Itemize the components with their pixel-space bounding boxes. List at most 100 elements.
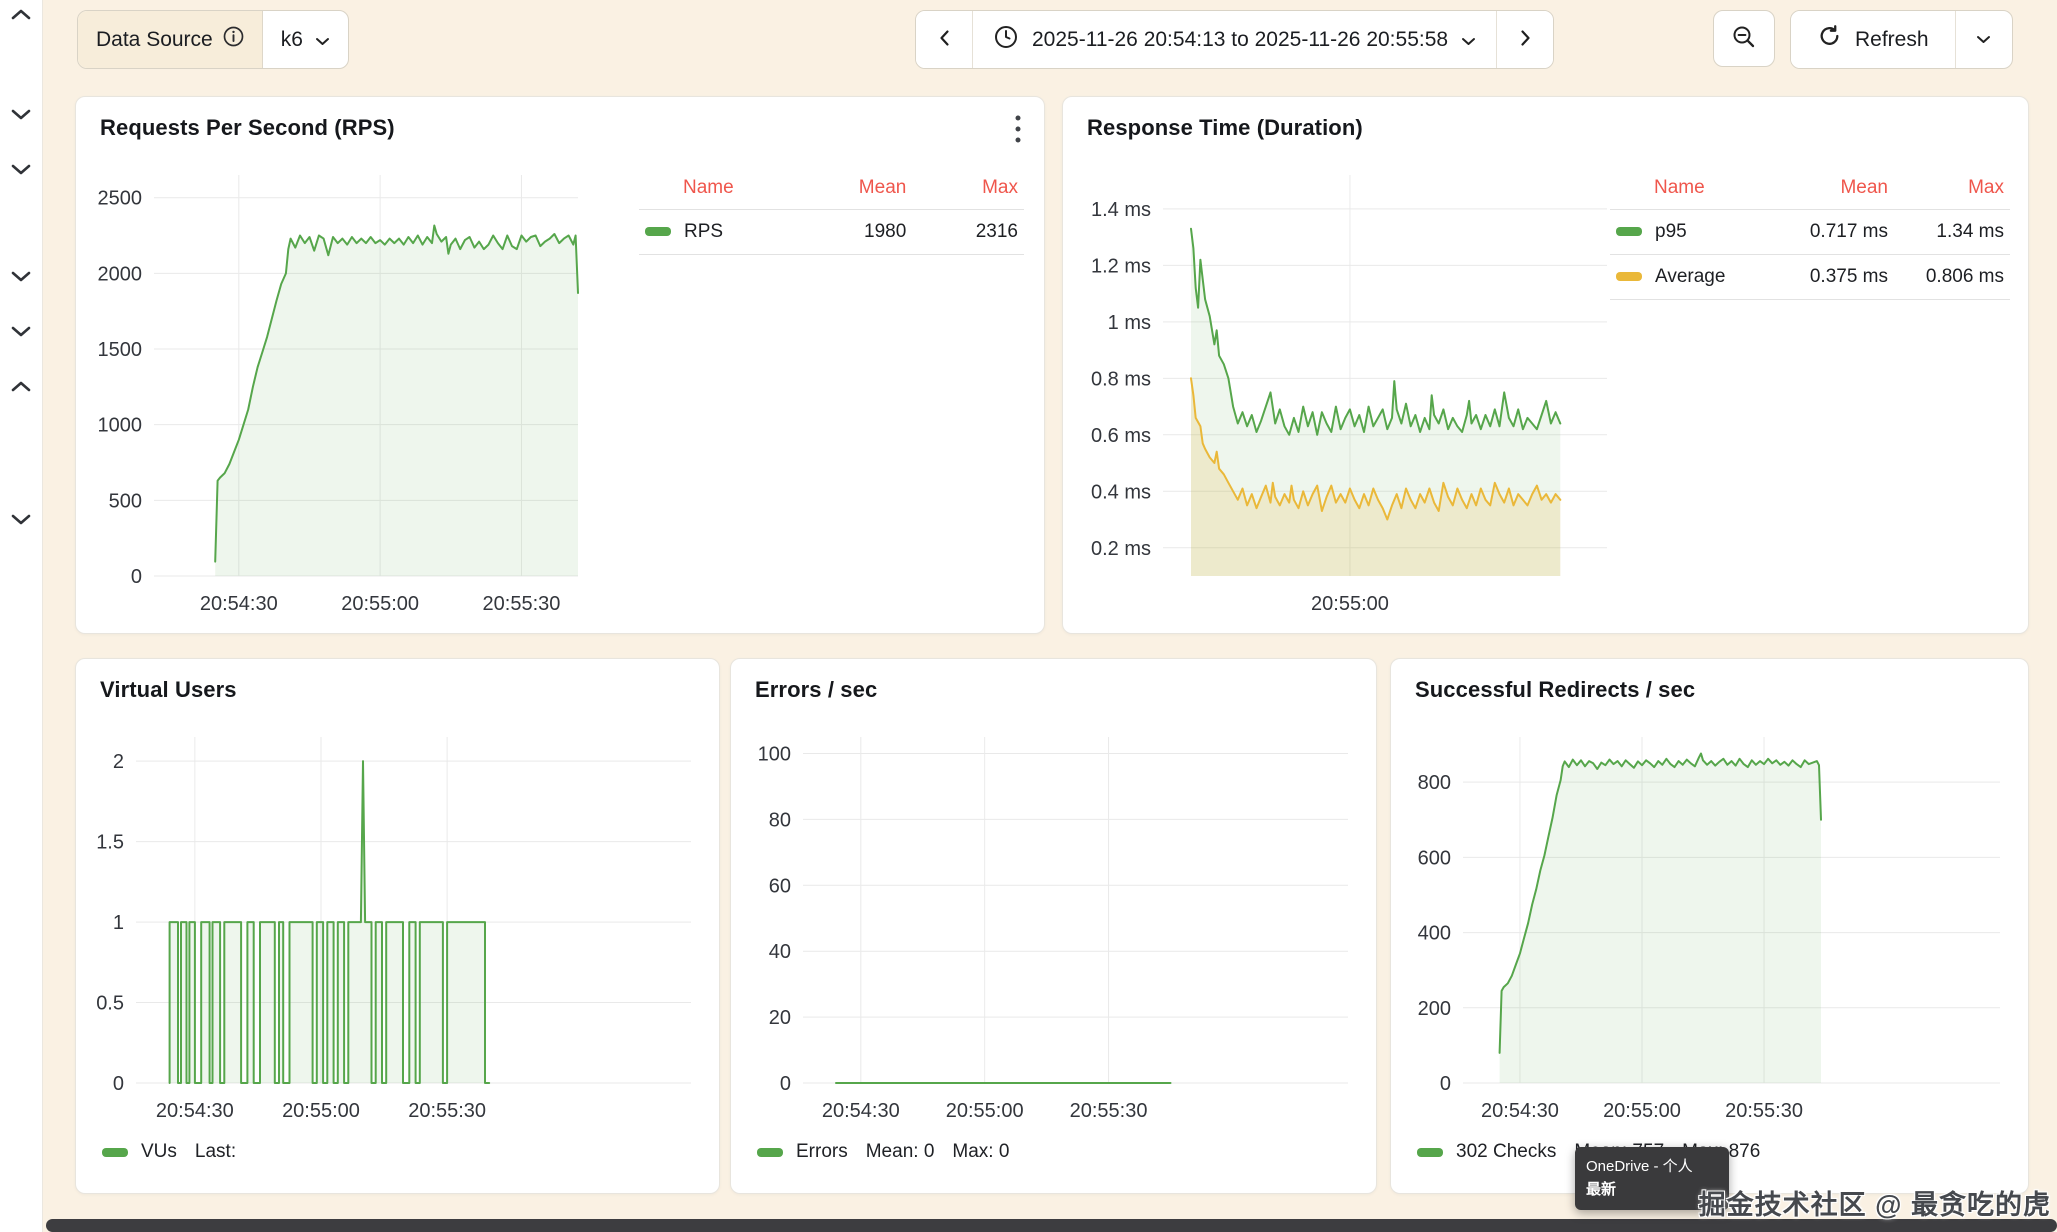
legend-header-max[interactable]: Max <box>982 177 1018 198</box>
time-shift-back-button[interactable] <box>916 11 973 68</box>
time-shift-forward-button[interactable] <box>1496 11 1554 68</box>
response-time-chart[interactable]: 0.2 ms 0.4 ms 0.6 ms 0.8 ms 1 ms 1.2 ms 1.4 ms… <box>1077 167 1617 622</box>
legend-header-mean[interactable]: Mean <box>1840 177 1888 198</box>
onedrive-tooltip-line1: OneDrive - 个人 <box>1586 1158 1693 1175</box>
legend-header-max[interactable]: Max <box>1968 177 2004 198</box>
svg-text:0.8 ms: 0.8 ms <box>1091 368 1151 390</box>
svg-text:100: 100 <box>758 743 791 765</box>
virtual-users-legend: VUs Last: <box>102 1141 236 1163</box>
legend-series-name[interactable]: VUs <box>141 1141 177 1162</box>
svg-text:0.5: 0.5 <box>96 993 124 1015</box>
onedrive-tooltip-line2: 最新 <box>1586 1181 1617 1199</box>
chevron-down-icon[interactable] <box>10 163 32 176</box>
datasource-label-segment: Data Source <box>78 11 263 68</box>
series-color-dash-icon <box>645 227 671 237</box>
magnifier-minus-icon <box>1731 24 1757 53</box>
rps-chart[interactable]: 0 500 1000 1500 2000 2500 20:54:30 20:55:00 20:5… <box>90 167 590 622</box>
legend-stat: Max: 0 <box>952 1141 1010 1162</box>
panel-title: Successful Redirects / sec <box>1415 677 1696 702</box>
datasource-value: k6 <box>280 27 303 51</box>
chevron-up-icon[interactable] <box>10 8 32 21</box>
svg-text:1: 1 <box>113 912 124 934</box>
panel-title: Errors / sec <box>755 677 878 702</box>
successful-redirects-chart[interactable]: 0 200 400 600 800 20:54:30 20:55:00 20:55:30 <box>1405 729 2014 1129</box>
refresh-interval-dropdown[interactable] <box>1954 11 2012 68</box>
legend-header-mean[interactable]: Mean <box>858 177 907 198</box>
chevron-right-icon <box>1520 29 1531 50</box>
response-time-legend-table: Name Mean Max p95 0.717 ms 1.34 ms Average 0.37… <box>1610 171 2010 300</box>
svg-text:20:55:00: 20:55:00 <box>946 1100 1024 1122</box>
chevron-down-icon[interactable] <box>10 325 32 338</box>
legend-header-name[interactable]: Name <box>683 177 734 198</box>
refresh-label: Refresh <box>1855 27 1929 51</box>
legend-stat: Mean: 0 <box>865 1141 935 1162</box>
panel-successful-redirects: Successful Redirects / sec 0 200 400 600 800… <box>1390 658 2029 1194</box>
svg-text:0: 0 <box>1440 1073 1451 1095</box>
series-color-dash-icon <box>757 1147 783 1157</box>
chart-canvas: 0.2 ms 0.4 ms 0.6 ms 0.8 ms 1 ms 1.2 ms 1.4 ms… <box>1091 175 1607 615</box>
legend-value: 1980 <box>800 209 913 255</box>
svg-text:2000: 2000 <box>98 263 143 285</box>
legend-stat: Last: <box>194 1141 237 1162</box>
info-icon[interactable] <box>223 26 244 53</box>
chevron-down-icon[interactable] <box>10 108 32 121</box>
svg-text:20:55:00: 20:55:00 <box>282 1100 360 1122</box>
legend-header-name[interactable]: Name <box>1654 177 1705 198</box>
svg-text:1.2 ms: 1.2 ms <box>1091 255 1151 277</box>
chevron-left-icon <box>939 29 950 50</box>
time-range-picker[interactable]: 2025-11-26 20:54:13 to 2025-11-26 20:55:… <box>973 11 1496 68</box>
virtual-users-chart[interactable]: 0 0.5 1 1.5 2 20:54:30 20:55:00 20:55:30 <box>90 729 705 1129</box>
datasource-control[interactable]: Data Source k6 <box>77 10 349 69</box>
svg-text:20:55:00: 20:55:00 <box>1311 593 1389 615</box>
chart-canvas: 0 0.5 1 1.5 2 20:54:30 20:55:00 20:55:30 <box>96 737 691 1122</box>
legend-series-name[interactable]: Errors <box>796 1141 848 1162</box>
legend-row-average[interactable]: Average 0.375 ms 0.806 ms <box>1610 254 2010 300</box>
zoom-out-button[interactable] <box>1713 10 1775 67</box>
svg-text:0: 0 <box>780 1073 791 1095</box>
svg-text:500: 500 <box>109 490 142 512</box>
chevron-down-icon[interactable] <box>10 513 32 526</box>
svg-text:0.2 ms: 0.2 ms <box>1091 538 1151 560</box>
svg-text:1500: 1500 <box>98 339 143 361</box>
horizontal-scrollbar[interactable] <box>46 1219 2057 1232</box>
left-sidebar <box>0 0 43 1232</box>
legend-row-rps[interactable]: RPS 1980 2316 <box>639 209 1024 255</box>
series-color-dash-icon <box>1417 1147 1443 1157</box>
legend-value: 2316 <box>912 209 1024 255</box>
chart-canvas: 0 500 1000 1500 2000 2500 20:54:30 20:55:00 20:5… <box>98 175 579 615</box>
chevron-down-icon <box>1976 31 1991 49</box>
legend-row-p95[interactable]: p95 0.717 ms 1.34 ms <box>1610 209 2010 255</box>
refresh-button[interactable]: Refresh <box>1791 11 1955 68</box>
svg-text:60: 60 <box>769 875 791 897</box>
svg-text:20:55:30: 20:55:30 <box>408 1100 486 1122</box>
panel-title: Virtual Users <box>100 677 237 702</box>
svg-text:20: 20 <box>769 1007 791 1029</box>
chevron-down-icon <box>1461 28 1476 52</box>
svg-text:20:55:00: 20:55:00 <box>341 593 419 615</box>
panel-rps: Requests Per Second (RPS) 0 500 1000 1500 20… <box>75 96 1045 634</box>
svg-text:20:54:30: 20:54:30 <box>1481 1100 1559 1122</box>
svg-text:1.4 ms: 1.4 ms <box>1091 199 1151 221</box>
legend-value: 0.717 ms <box>1778 209 1894 255</box>
errors-chart[interactable]: 0 20 40 60 80 100 20:54:30 20:55:00 20:55:30 <box>745 729 1362 1129</box>
legend-value: 1.34 ms <box>1894 209 2010 255</box>
svg-text:800: 800 <box>1418 772 1451 794</box>
onedrive-tooltip: OneDrive - 个人 最新 <box>1575 1147 1729 1210</box>
chart-canvas: 0 20 40 60 80 100 20:54:30 20:55:00 20:55:30 <box>758 737 1348 1122</box>
chevron-down-icon <box>315 28 330 52</box>
chart-canvas: 0 200 400 600 800 20:54:30 20:55:00 20:55:30 <box>1418 737 2000 1122</box>
panel-menu-kebab-icon[interactable] <box>1012 113 1024 145</box>
datasource-picker[interactable]: k6 <box>263 11 348 68</box>
svg-text:2: 2 <box>113 751 124 773</box>
chevron-up-icon[interactable] <box>10 380 32 393</box>
svg-text:0.4 ms: 0.4 ms <box>1091 481 1151 503</box>
legend-value: 0.806 ms <box>1894 254 2010 300</box>
chevron-down-icon[interactable] <box>10 270 32 283</box>
svg-text:20:54:30: 20:54:30 <box>156 1100 234 1122</box>
legend-series-name[interactable]: 302 Checks <box>1456 1141 1557 1162</box>
time-range-text: 2025-11-26 20:54:13 to 2025-11-26 20:55:… <box>1032 27 1449 51</box>
legend-value: 0.375 ms <box>1778 254 1894 300</box>
panel-virtual-users: Virtual Users 0 0.5 1 1.5 2 20:54:30 20:55:00 2… <box>75 658 720 1194</box>
svg-text:20:54:30: 20:54:30 <box>822 1100 900 1122</box>
